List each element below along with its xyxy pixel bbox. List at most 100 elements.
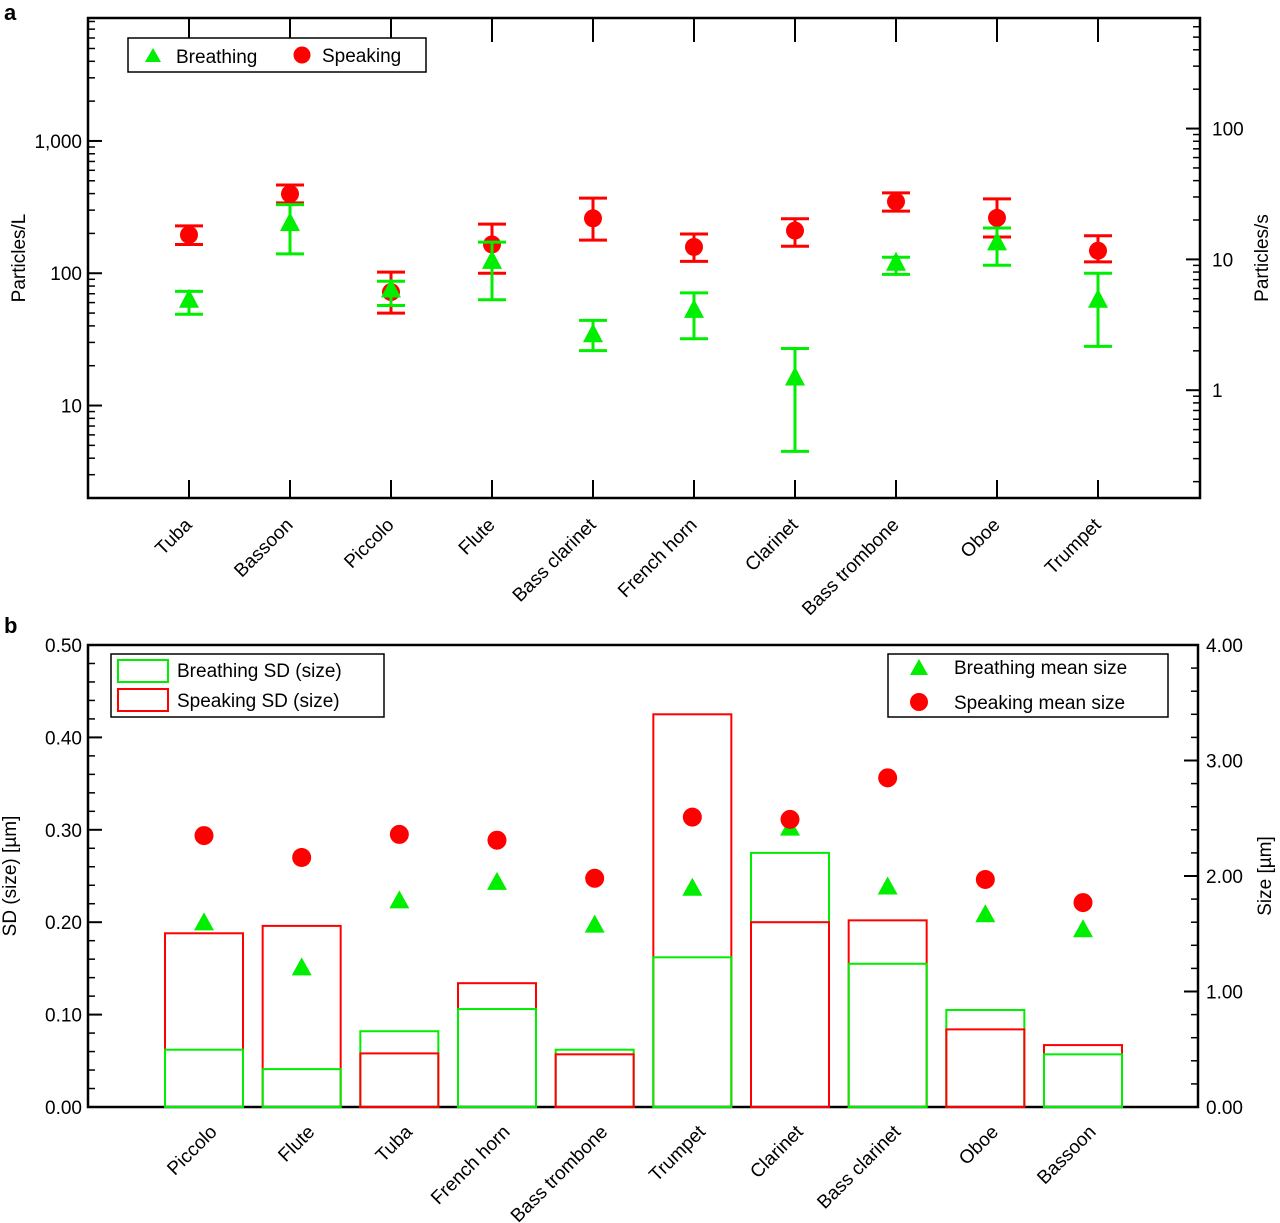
point-breathing-mean-size xyxy=(194,912,214,931)
panel-a-letter: a xyxy=(4,0,17,25)
point-speaking-mean-size xyxy=(585,868,605,888)
series-speaking xyxy=(175,183,1112,315)
panel-a-legend: Breathing Speaking xyxy=(127,37,427,73)
bar-speaking-sd-size xyxy=(652,713,733,1108)
point-breathing xyxy=(179,288,199,308)
legend-speaking-mean-circle-icon xyxy=(910,693,928,711)
category-label-tuba: Tuba xyxy=(152,514,197,559)
category-label-oboe: Oboe xyxy=(955,1122,1003,1170)
bar-speaking-sd-size xyxy=(457,982,537,1109)
right-tick-label: 1.00 xyxy=(1206,983,1243,1004)
point-breathing xyxy=(1088,288,1108,308)
point-speaking-mean-size xyxy=(194,826,214,846)
category-label-bassoon: Bassoon xyxy=(230,515,297,582)
category-label-french-horn: French horn xyxy=(427,1122,514,1209)
point-breathing-mean-size xyxy=(975,904,996,923)
panel-b-y2label: Size [µm] xyxy=(1255,836,1276,916)
legend-breathing-sd-label: Breathing SD (size) xyxy=(177,661,342,682)
left-tick-label: 0.20 xyxy=(45,913,82,934)
point-breathing-mean-size xyxy=(487,871,507,890)
category-label-piccolo: Piccolo xyxy=(340,515,398,573)
category-label-piccolo: Piccolo xyxy=(163,1122,221,1180)
bar-breathing-sd-size xyxy=(847,962,928,1109)
category-label-flute: Flute xyxy=(274,1122,319,1167)
panel-a-ylabel: Particles/L xyxy=(9,214,30,303)
bar-breathing-sd-size xyxy=(164,1048,244,1109)
left-tick-label: 0.40 xyxy=(45,728,82,749)
legend-breathing-mean-triangle-icon xyxy=(910,659,928,675)
bar-speaking-sd-size xyxy=(847,919,928,1108)
point-breathing xyxy=(684,298,704,318)
legend-breathing-triangle-icon xyxy=(145,48,161,62)
category-label-bass-clarinet: Bass clarinet xyxy=(509,514,601,606)
series-speaking-mean-size xyxy=(194,768,1093,913)
legend-speaking-circle-icon xyxy=(293,46,311,64)
category-label-flute: Flute xyxy=(455,515,500,560)
left-tick-label: 100 xyxy=(50,264,82,285)
point-breathing xyxy=(381,278,401,298)
left-tick-label: 0.50 xyxy=(45,636,82,657)
panel-b-marker-legend-box xyxy=(887,653,1169,718)
bar-speaking-sd-size xyxy=(261,924,342,1108)
category-label-tuba: Tuba xyxy=(372,1121,417,1166)
category-label-trumpet: Trumpet xyxy=(1041,514,1106,579)
bar-speaking-sd-size xyxy=(750,921,830,1109)
left-tick-label: 10 xyxy=(61,397,82,418)
legend-speaking-mean-label: Speaking mean size xyxy=(954,693,1125,714)
bar-speaking-sd-size xyxy=(945,1028,1026,1109)
point-breathing xyxy=(482,249,502,269)
legend-breathing-sd-swatch xyxy=(117,659,169,683)
panel-a-frame xyxy=(86,16,1202,500)
legend-breathing-mean-label: Breathing mean size xyxy=(954,658,1127,679)
panel-b-ylabel: SD (size) [µm] xyxy=(0,816,21,937)
right-tick-label: 10 xyxy=(1212,250,1233,271)
bar-breathing-sd-size xyxy=(945,1008,1026,1108)
point-speaking-mean-size xyxy=(389,824,409,844)
category-label-clarinet: Clarinet xyxy=(746,1121,808,1183)
category-label-bassoon: Bassoon xyxy=(1033,1122,1100,1189)
bar-breathing-sd-size xyxy=(359,1030,440,1109)
point-breathing-mean-size xyxy=(877,876,898,895)
left-tick-label: 0.30 xyxy=(45,821,82,842)
category-label-french-horn: French horn xyxy=(614,515,701,602)
point-breathing-mean-size xyxy=(389,890,410,909)
category-label-bass-clarinet: Bass clarinet xyxy=(813,1121,905,1213)
point-speaking xyxy=(180,225,198,244)
series-breathing-mean-size xyxy=(194,817,1093,976)
legend-speaking-sd-swatch xyxy=(117,688,169,712)
bar-breathing-sd-size xyxy=(457,1008,537,1109)
point-breathing xyxy=(886,251,906,271)
category-label-bass-trombone: Bass trombone xyxy=(507,1122,612,1223)
point-speaking-mean-size xyxy=(878,768,898,788)
left-tick-label: 0.10 xyxy=(45,1006,82,1027)
point-speaking xyxy=(584,209,602,228)
panel-b-markers xyxy=(194,768,1093,976)
series-breathing xyxy=(175,203,1112,453)
panel-b-chart: 0.00 0.10 0.20 0.30 0.40 0.50 0.00 1.00 2.00 3.00… xyxy=(0,636,1276,1223)
panel-b-bars xyxy=(164,713,1123,1109)
point-speaking xyxy=(786,221,804,240)
right-tick-label: 2.00 xyxy=(1206,867,1243,888)
right-tick-label: 100 xyxy=(1212,120,1244,141)
point-breathing xyxy=(987,231,1007,251)
bar-speaking-sd-size xyxy=(554,1053,635,1109)
point-breathing xyxy=(583,323,603,343)
point-speaking-mean-size xyxy=(780,809,800,829)
panel-b-bar-legend: Breathing SD (size) Speaking SD (size) xyxy=(110,653,385,718)
legend-speaking-sd-label: Speaking SD (size) xyxy=(177,691,340,712)
point-speaking xyxy=(1089,241,1107,260)
right-tick-label: 3.00 xyxy=(1206,752,1243,773)
point-breathing-mean-size xyxy=(682,877,703,896)
legend-speaking-label: Speaking xyxy=(322,46,401,67)
bar-breathing-sd-size xyxy=(750,851,830,1109)
point-breathing xyxy=(785,366,805,386)
point-speaking-mean-size xyxy=(487,830,507,850)
bar-speaking-sd-size xyxy=(164,932,244,1109)
bar-speaking-sd-size xyxy=(359,1052,440,1108)
point-speaking-mean-size xyxy=(682,807,702,827)
panel-b-bar-legend-box xyxy=(110,653,385,718)
category-label-bass-trombone: Bass trombone xyxy=(798,515,903,620)
right-tick-label: 4.00 xyxy=(1206,636,1243,657)
panel-a-legend-box xyxy=(127,37,427,73)
